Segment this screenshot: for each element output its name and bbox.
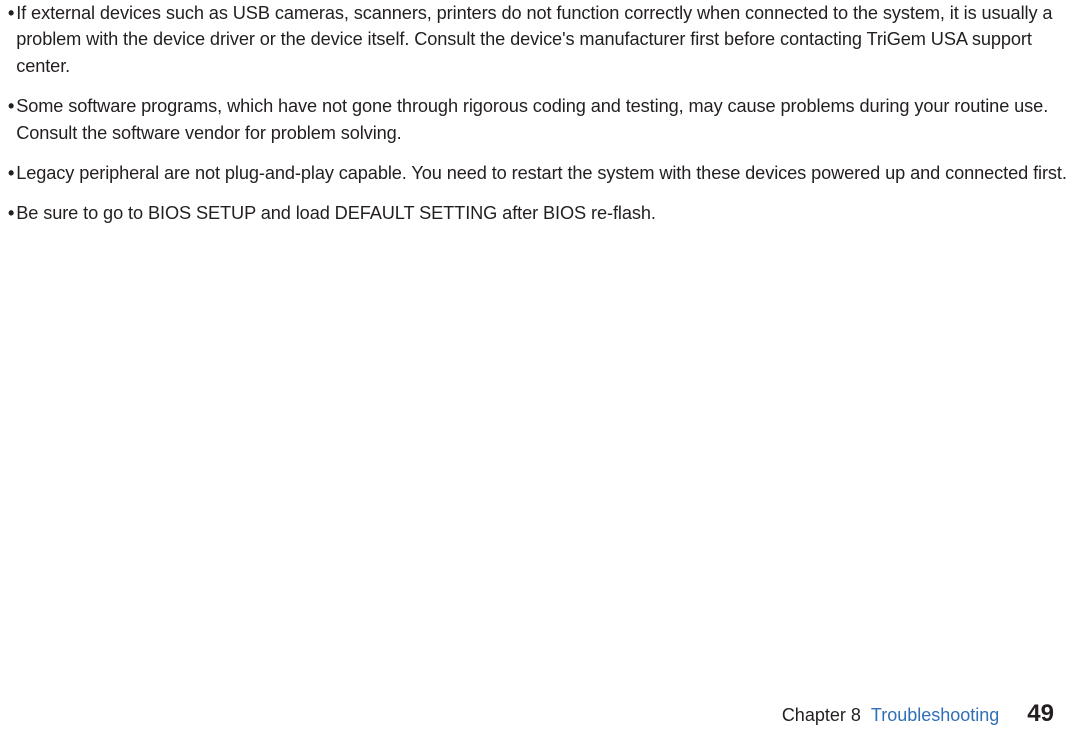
bullet-text: Legacy peripheral are not plug-and-play … [16,160,1072,186]
bullet-item: • If external devices such as USB camera… [8,0,1072,79]
bullet-text: If external devices such as USB cameras,… [16,0,1072,79]
bullet-item: • Be sure to go to BIOS SETUP and load D… [8,200,1072,226]
bullet-item: • Some software programs, which have not… [8,93,1072,146]
bullet-text: Be sure to go to BIOS SETUP and load DEF… [16,200,1072,226]
page-number: 49 [1027,700,1054,728]
bullet-marker: • [8,200,16,226]
bullet-marker: • [8,0,16,26]
page-content: • If external devices such as USB camera… [0,0,1084,227]
bullet-marker: • [8,160,16,186]
bullet-text: Some software programs, which have not g… [16,93,1072,146]
bullet-item: • Legacy peripheral are not plug-and-pla… [8,160,1072,186]
chapter-title: Troubleshooting [871,705,999,726]
page-footer: Chapter 8 Troubleshooting 49 [782,700,1054,728]
bullet-marker: • [8,93,16,119]
chapter-label: Chapter 8 [782,705,861,726]
